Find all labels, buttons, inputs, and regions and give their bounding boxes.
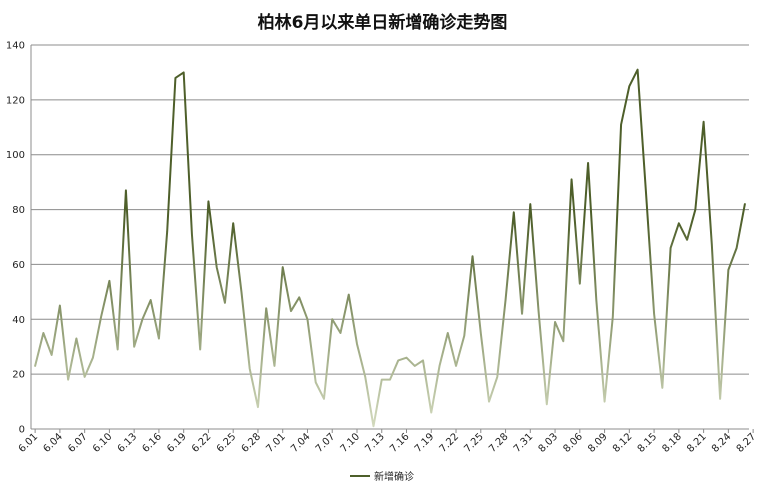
y-tick-label: 40	[12, 315, 25, 326]
x-tick-label: 8.15	[636, 431, 660, 455]
series-line-new-cases	[34, 68, 746, 428]
axes	[30, 45, 749, 430]
x-tick-label: 8.09	[586, 431, 610, 455]
x-tick-label: 7.16	[388, 431, 412, 455]
y-tick-label: 140	[6, 41, 25, 52]
y-tick-labels: 0 20 40 60 80 100 120 140	[6, 41, 25, 436]
x-tick-label: 8.27	[735, 431, 759, 455]
x-tick-label: 6.04	[41, 431, 65, 455]
x-tick-label: 8.24	[710, 431, 734, 455]
x-tick-label: 6.10	[91, 431, 115, 455]
chart-title: 柏林6月以来单日新增确诊走势图	[257, 13, 508, 33]
y-tick-label: 60	[12, 260, 25, 271]
series-lines	[34, 68, 746, 428]
x-tick-label: 7.25	[462, 431, 486, 455]
x-tick-label: 8.21	[685, 431, 709, 455]
y-tick-label: 20	[12, 370, 25, 381]
x-tick-label: 6.22	[190, 431, 214, 455]
x-tick-label: 7.01	[264, 431, 288, 455]
x-tick-label: 6.13	[116, 431, 140, 455]
y-tick-label: 80	[12, 205, 25, 216]
x-tick-label: 7.22	[438, 431, 462, 455]
x-tick-label: 6.28	[240, 431, 264, 455]
x-tick-label: 7.07	[314, 431, 338, 455]
gridlines	[31, 44, 749, 375]
x-tick-label: 7.28	[487, 431, 511, 455]
x-tick-label: 7.04	[289, 431, 313, 455]
legend: 新增确诊	[350, 470, 414, 483]
x-tick-label: 6.16	[141, 431, 165, 455]
x-tick-label: 8.06	[561, 431, 585, 455]
x-tick-label: 8.12	[611, 431, 635, 455]
x-tick-label: 6.25	[215, 431, 239, 455]
x-tick-label: 7.19	[413, 431, 437, 455]
legend-label: 新增确诊	[374, 470, 414, 483]
y-tick-label: 100	[6, 150, 25, 161]
x-tick-label: 7.31	[512, 431, 536, 455]
x-tick-label: 7.10	[339, 431, 363, 455]
y-tick-label: 0	[19, 425, 25, 436]
x-tick-label: 7.13	[363, 431, 387, 455]
x-tick-label: 6.07	[66, 431, 90, 455]
x-tick-labels: 6.01 6.04 6.07 6.10 6.13 6.16 6.19 6.22 6.25 6.28…	[17, 429, 759, 455]
x-tick-label: 8.03	[537, 431, 561, 455]
y-tick-label: 120	[6, 95, 25, 106]
x-tick-label: 6.19	[165, 431, 189, 455]
x-tick-label: 8.18	[660, 431, 684, 455]
